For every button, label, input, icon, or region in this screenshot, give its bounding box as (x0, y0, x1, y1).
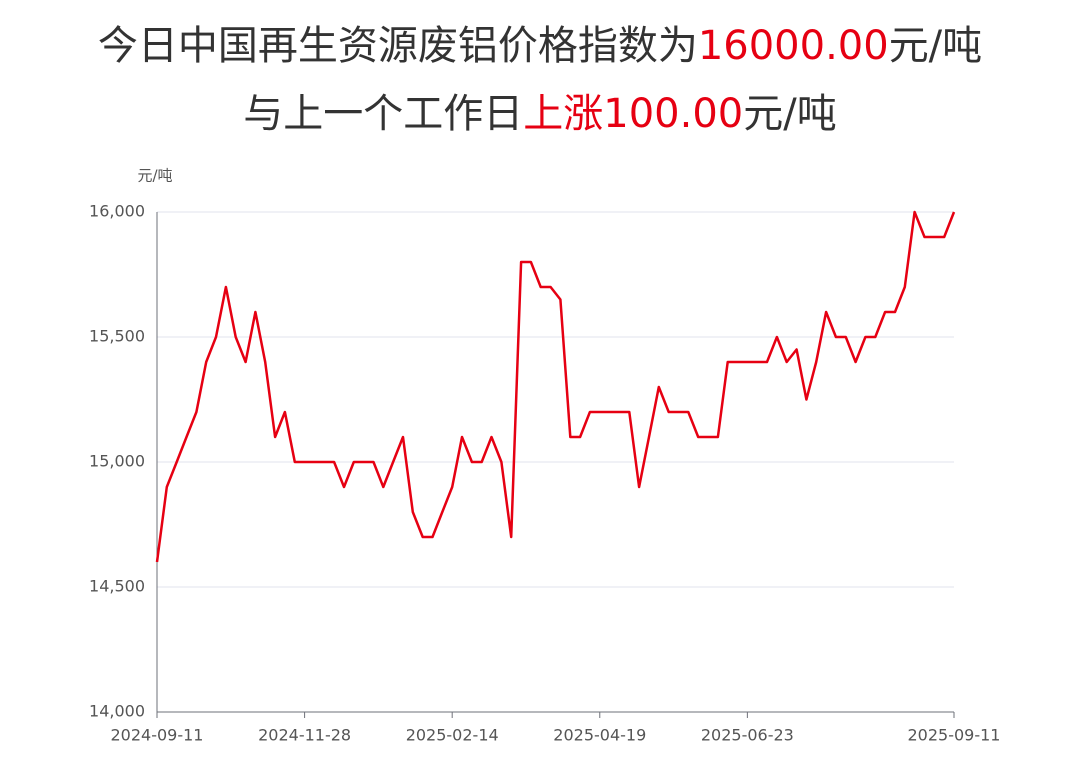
y-tick-label: 15,500 (89, 327, 145, 346)
y-tick-label: 16,000 (89, 202, 145, 221)
y-tick-label: 14,000 (89, 702, 145, 721)
y-tick-label: 15,000 (89, 452, 145, 471)
title-segment: 与上一个工作日 (243, 91, 523, 137)
x-tick-label: 2024-09-11 (111, 726, 204, 745)
y-axis-label: 元/吨 (137, 167, 172, 185)
price-line (155, 210, 956, 563)
title-segment: 上涨100.00 (523, 91, 743, 137)
x-tick-label: 2025-09-11 (908, 726, 1001, 745)
title-segment: 今日中国再生资源废铝价格指数为 (98, 23, 698, 69)
title-segment: 元/吨 (743, 91, 836, 137)
x-tick-label: 2025-06-23 (701, 726, 794, 745)
title-segment: 元/吨 (889, 23, 982, 69)
x-tick-label: 2025-02-14 (406, 726, 499, 745)
title-segment: 16000.00 (698, 23, 889, 69)
chart-title: 今日中国再生资源废铝价格指数为16000.00元/吨 (98, 23, 982, 69)
y-tick-label: 14,500 (89, 577, 145, 596)
x-tick-label: 2025-04-19 (553, 726, 646, 745)
chart-subtitle: 与上一个工作日上涨100.00元/吨 (243, 91, 836, 137)
x-tick-label: 2024-11-28 (258, 726, 351, 745)
